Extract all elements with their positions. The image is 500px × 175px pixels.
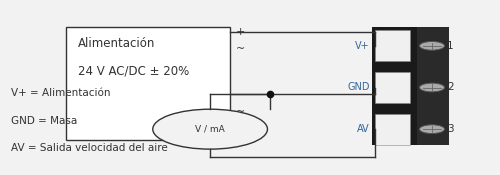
Circle shape: [420, 41, 444, 50]
Text: -: -: [236, 89, 240, 99]
Circle shape: [420, 125, 444, 134]
Text: V / mA: V / mA: [195, 125, 225, 134]
Bar: [372, 27, 420, 145]
Text: GND = Masa: GND = Masa: [10, 116, 77, 126]
Text: ~: ~: [236, 44, 246, 54]
Text: +: +: [236, 27, 246, 37]
Bar: [417, 27, 450, 145]
Text: AV: AV: [357, 124, 370, 134]
Bar: [374, 72, 410, 103]
Text: V+ = Alimentación: V+ = Alimentación: [10, 88, 110, 98]
Text: Alimentación: Alimentación: [78, 37, 156, 50]
Text: 1: 1: [447, 41, 454, 51]
Text: AV = Salida velocidad del aire: AV = Salida velocidad del aire: [10, 144, 168, 153]
Text: 24 V AC/DC ± 20%: 24 V AC/DC ± 20%: [78, 65, 189, 78]
Text: 3: 3: [447, 124, 454, 134]
Circle shape: [420, 83, 444, 92]
Text: 2: 2: [447, 82, 454, 93]
Bar: [374, 30, 410, 61]
Bar: [374, 114, 410, 145]
Bar: [66, 27, 230, 140]
Text: V+: V+: [355, 41, 370, 51]
Circle shape: [153, 109, 268, 149]
Text: ~: ~: [236, 107, 246, 117]
Text: GND: GND: [347, 82, 370, 93]
